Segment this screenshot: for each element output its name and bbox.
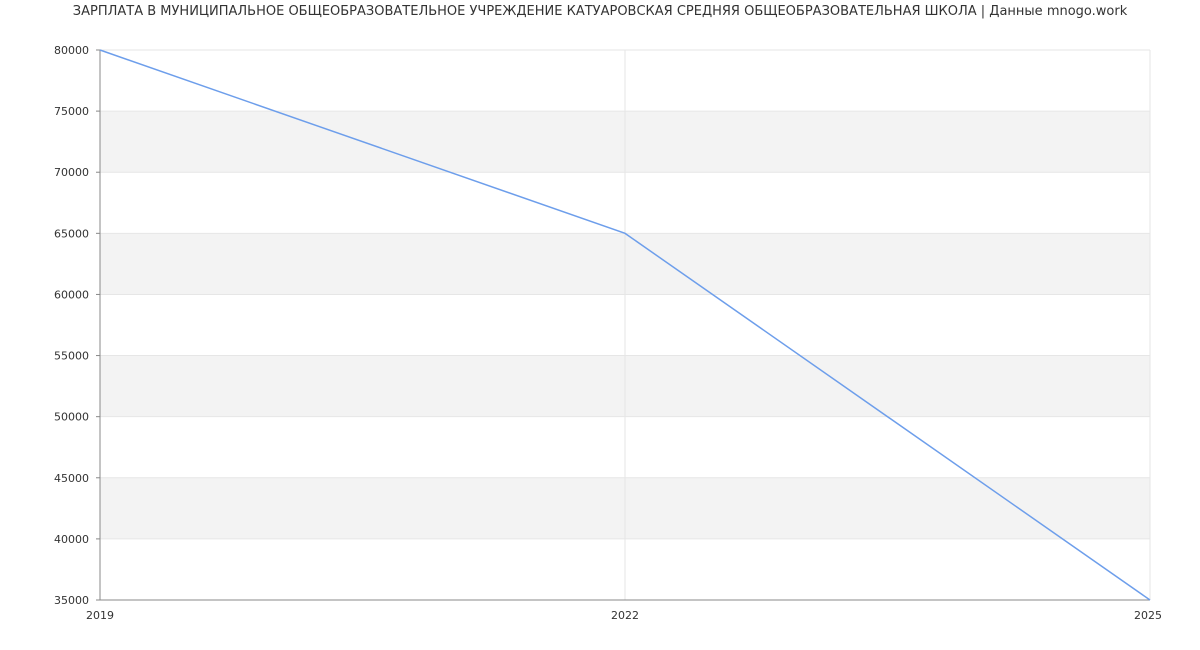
x-tick-label: 2019 — [86, 609, 114, 622]
y-tick-label: 80000 — [54, 44, 89, 57]
y-tick-label: 55000 — [54, 350, 89, 363]
y-tick-label: 50000 — [54, 411, 89, 424]
y-tick-label: 70000 — [54, 166, 89, 179]
y-tick-label: 60000 — [54, 288, 89, 301]
x-tick-label: 2025 — [1134, 609, 1162, 622]
y-tick-label: 40000 — [54, 533, 89, 546]
y-tick-label: 35000 — [54, 594, 89, 607]
x-tick-label: 2022 — [611, 609, 639, 622]
y-tick-label: 45000 — [54, 472, 89, 485]
chart-title: ЗАРПЛАТА В МУНИЦИПАЛЬНОЕ ОБЩЕОБРАЗОВАТЕЛ… — [72, 4, 1128, 19]
y-tick-label: 75000 — [54, 105, 89, 118]
y-tick-label: 65000 — [54, 227, 89, 240]
